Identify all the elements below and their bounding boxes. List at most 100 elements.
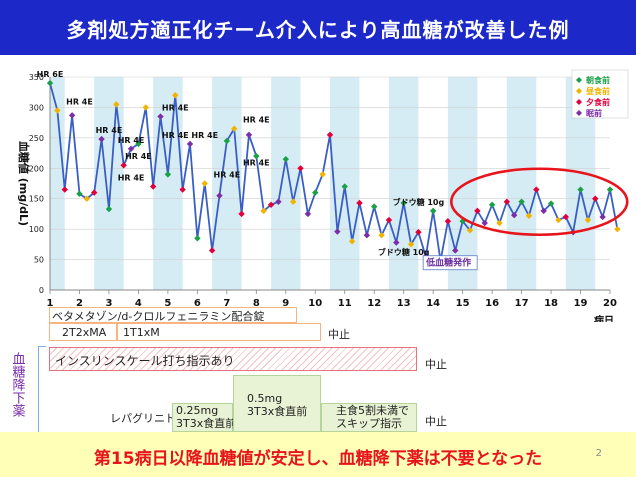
title-bar: 多剤処方適正化チーム介入により高血糖が改善した例 (0, 0, 636, 55)
x-tick-label: 4 (135, 298, 142, 309)
data-point (415, 228, 422, 236)
data-point (577, 186, 584, 193)
data-point (319, 171, 326, 178)
data-point (393, 239, 400, 246)
data-point (599, 213, 606, 221)
y-tick-label: 250 (29, 134, 44, 143)
data-point (452, 247, 459, 254)
x-tick-label: 2 (76, 298, 83, 309)
data-point (466, 227, 474, 234)
legend-label: 眠前 (586, 108, 602, 118)
data-point (348, 238, 356, 245)
dose-segment-a-label: 2T2xMA (62, 326, 107, 339)
data-point (584, 216, 592, 224)
legend-marker (576, 99, 582, 105)
dose-segment-b (117, 323, 321, 341)
repaglinide-dose-2-label: 0.5mg 3T3x食直前 (247, 392, 308, 418)
data-point (68, 112, 76, 119)
x-tick-label: 13 (397, 298, 411, 309)
annotation-text: HR 4E (66, 97, 93, 106)
glucose-line (49, 82, 619, 261)
data-point (511, 211, 518, 219)
data-point (231, 125, 238, 132)
y-tick-label: 150 (29, 195, 44, 204)
y-tick-label: 200 (29, 164, 44, 173)
dose-segment-b-label: 1T1xM (123, 326, 160, 339)
shaded-day-band (153, 77, 183, 290)
data-point (282, 155, 289, 163)
x-tick-label: 8 (253, 298, 260, 309)
x-tick-label: 17 (515, 298, 529, 309)
y-axis-label: 血糖値 (mg/dL) (17, 141, 31, 226)
annotation-text: HR 4E (162, 131, 189, 140)
legend-marker (576, 77, 582, 83)
annotation-text: HR 4E (243, 116, 270, 125)
repaglinide-dose-3 (321, 403, 417, 432)
data-point (363, 232, 371, 239)
data-point (503, 198, 511, 205)
data-point (142, 104, 149, 111)
data-point (518, 198, 525, 205)
x-tick-label: 19 (574, 298, 588, 309)
data-point (105, 205, 113, 213)
shaded-day-band (506, 77, 537, 290)
annotation-text: HR 4E (125, 152, 152, 161)
data-point (149, 183, 157, 190)
data-point (245, 131, 253, 139)
x-tick-label: 20 (603, 298, 617, 309)
data-point (113, 101, 120, 108)
bracket-line (38, 346, 46, 434)
data-point (76, 190, 83, 198)
stable-period-ellipse (449, 167, 629, 237)
annotation-text: HR 4E (118, 174, 145, 183)
legend-marker (576, 88, 582, 94)
slide-title: 多剤処方適正化チーム介入により高血糖が改善した例 (66, 18, 570, 42)
x-tick-label: 12 (367, 298, 381, 309)
data-point (91, 189, 98, 196)
data-point (400, 199, 407, 207)
data-point (186, 140, 194, 148)
data-point (481, 219, 488, 227)
data-point (267, 201, 275, 208)
data-point (371, 203, 378, 210)
x-tick-label: 18 (544, 298, 558, 309)
data-point (407, 241, 415, 248)
data-point (334, 228, 341, 235)
shaded-day-band (447, 77, 478, 290)
betamethasone-label: ベタメタゾン/d-クロルフェニラミン配合錠 (52, 310, 265, 323)
data-point (194, 235, 201, 242)
repaglinide-dose-1 (172, 403, 233, 432)
conclusion-text: 第15病日以降血糖値が安定し、血糖降下薬は不要となった (93, 449, 543, 469)
data-point (208, 247, 216, 254)
data-point (157, 113, 164, 120)
x-tick-label: 7 (223, 298, 230, 309)
data-point (533, 186, 540, 193)
x-tick-label: 10 (308, 298, 322, 309)
x-tick-label: 15 (456, 298, 470, 309)
insulin-scale-label: インスリンスケール打ち指示あり (55, 354, 235, 368)
side-label-text: 血糖降下薬 (9, 352, 25, 417)
shaded-day-band (271, 77, 301, 290)
data-point (606, 186, 614, 193)
shaded-day-band (388, 77, 419, 290)
annotation-text: HR 4E (162, 104, 189, 113)
data-point (201, 180, 208, 187)
annotation-text: HR 4E (214, 171, 241, 180)
data-point (429, 207, 437, 215)
conclusion-banner: 第15病日以降血糖値が安定し、血糖降下薬は不要となった (0, 432, 636, 477)
annotation-text: HR 4E (118, 136, 145, 145)
y-tick-label: 300 (29, 103, 44, 112)
data-point (304, 210, 312, 218)
data-point (216, 192, 223, 199)
repaglinide-dose-3-label: 主食5割未満で スキップ指示 (336, 404, 409, 430)
data-point (223, 137, 231, 145)
annotation-text: HR 4E (243, 158, 270, 167)
data-point (135, 140, 142, 148)
data-point (172, 92, 179, 99)
legend-box (571, 69, 629, 119)
data-point (474, 207, 481, 215)
legend-label: 朝食前 (586, 75, 610, 85)
data-point (341, 183, 348, 190)
data-point (385, 216, 393, 224)
